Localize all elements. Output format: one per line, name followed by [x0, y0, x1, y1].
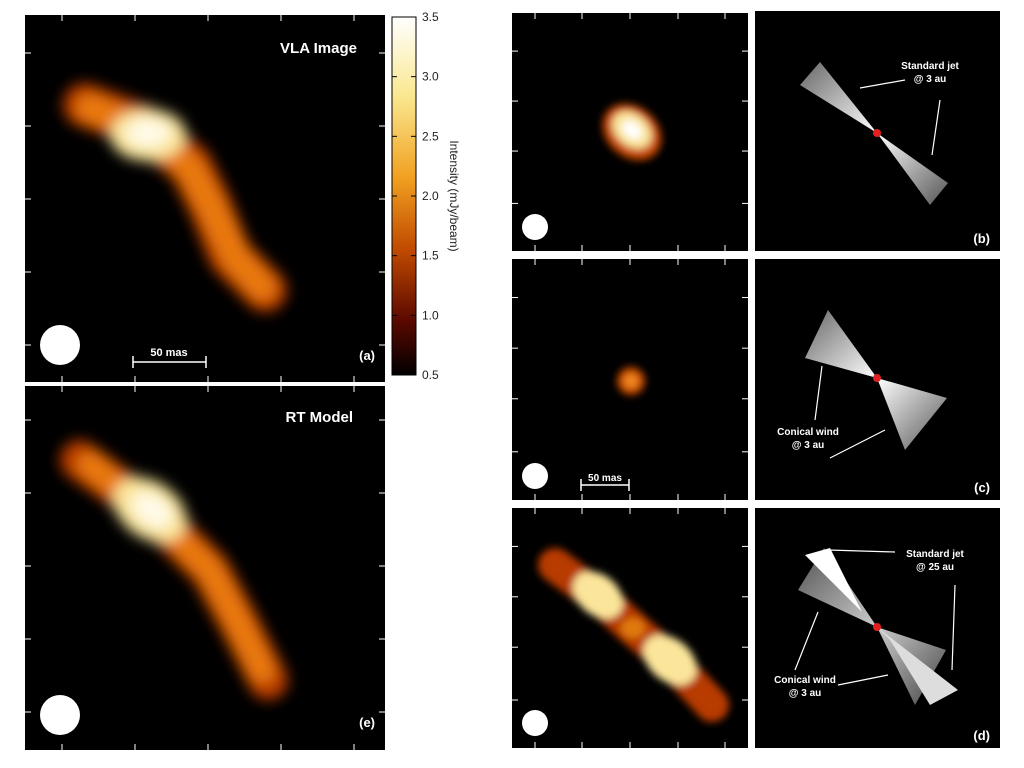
panel-title: VLA Image	[280, 40, 357, 57]
emission-d	[538, 548, 729, 722]
axis-ticks	[25, 13, 748, 750]
colorbar-label: Intensity (mJy/beam)	[447, 140, 461, 251]
panel-tag: (d)	[973, 728, 990, 743]
colorbar-tick-label: 2.5	[422, 129, 439, 143]
emission-b	[602, 103, 662, 161]
panel-tag: (e)	[359, 715, 375, 730]
beams	[40, 214, 548, 736]
colorbar-tick-label: 2.0	[422, 189, 439, 203]
annotation: Standard jet	[901, 61, 959, 72]
panel-tag: (a)	[359, 348, 375, 363]
annotation: Standard jet	[906, 549, 964, 560]
colorbar-tick-label: 1.0	[422, 308, 439, 322]
cones-c	[805, 310, 947, 450]
scale-bar-label: 50 mas	[588, 473, 622, 484]
annotation: @ 3 au	[789, 688, 822, 699]
annotation: @ 3 au	[914, 74, 947, 85]
stars	[873, 129, 881, 631]
emission-e	[60, 440, 288, 700]
colorbar-tick-label: 1.5	[422, 249, 439, 263]
annotation: @ 25 au	[916, 562, 954, 573]
colorbar-tick-label: 3.5	[422, 10, 439, 24]
panel-tag: (c)	[974, 480, 990, 495]
annotation: @ 3 au	[792, 440, 825, 451]
colorbar-tick-label: 3.0	[422, 70, 439, 84]
annotation: Conical wind	[777, 427, 839, 438]
cones-d	[798, 548, 958, 705]
emission-c	[617, 367, 645, 395]
emission-a	[63, 83, 287, 312]
scale-bar-label: 50 mas	[150, 347, 187, 359]
panel-tag: (b)	[973, 231, 990, 246]
arrows	[794, 79, 956, 686]
colorbar-ticks: 3.5 3.0 2.5 2.0 1.5 1.0 0.5	[392, 10, 439, 382]
cones-b	[800, 62, 948, 205]
colorbar-tick-label: 0.5	[422, 368, 439, 382]
scale-bars	[132, 356, 630, 491]
annotation: Conical wind	[774, 675, 836, 686]
panel-title: RT Model	[286, 409, 354, 426]
